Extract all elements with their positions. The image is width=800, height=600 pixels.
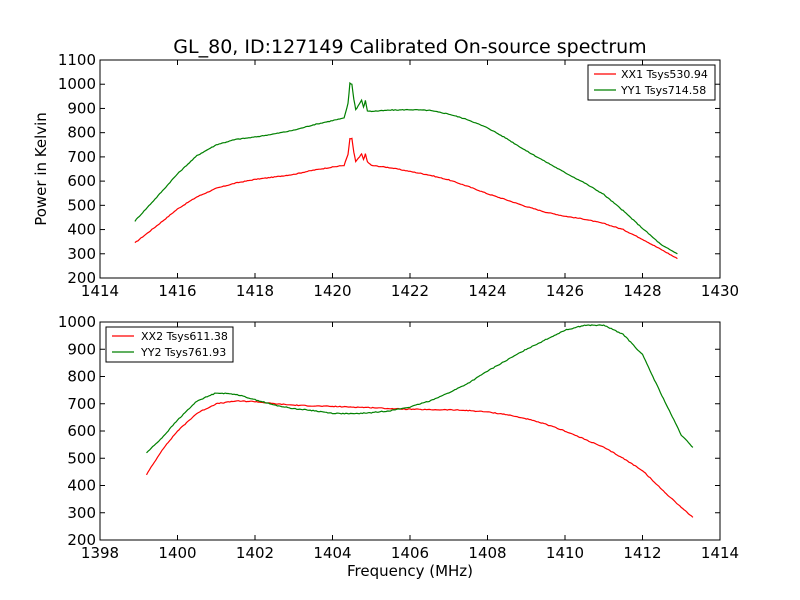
legend-label-yy2: YY2 Tsys761.93 <box>140 346 226 359</box>
top-xtick-label: 1420 <box>313 282 351 300</box>
top-ytick-label: 600 <box>67 172 96 190</box>
legend-label-xx2: XX2 Tsys611.38 <box>141 330 228 343</box>
top-ytick-label: 200 <box>67 269 96 287</box>
bottom-legend: XX2 Tsys611.38 YY2 Tsys761.93 <box>105 326 234 363</box>
bottom-xtick-label: 1414 <box>701 544 739 562</box>
top-xtick-label: 1422 <box>391 282 429 300</box>
top-xtick-label: 1428 <box>623 282 661 300</box>
bottom-ytick-label: 300 <box>67 504 96 522</box>
bottom-ytick-label: 500 <box>67 449 96 467</box>
bottom-series-line-yy <box>146 324 694 454</box>
top-panel: 1414 1416 1418 1420 1422 1424 1426 1428 1430 200 3… <box>32 51 739 300</box>
bottom-xtick-label: 1404 <box>313 544 351 562</box>
bottom-ytick-label: 700 <box>67 395 96 413</box>
bottom-xtick-label: 1412 <box>623 544 661 562</box>
bottom-xtick-label: 1408 <box>468 544 506 562</box>
top-xtick-label: 1414 <box>81 282 119 300</box>
chart-title: GL_80, ID:127149 Calibrated On-source sp… <box>173 36 646 58</box>
top-xtick-label: 1424 <box>468 282 506 300</box>
top-ytick-label: 1100 <box>58 51 96 69</box>
bottom-ytick-label: 1000 <box>58 313 96 331</box>
bottom-xtick-label: 1406 <box>391 544 429 562</box>
top-series-line-xx <box>134 137 678 260</box>
bottom-xtick-label: 1410 <box>546 544 584 562</box>
top-ytick-label: 1000 <box>58 75 96 93</box>
top-xtick-label: 1418 <box>236 282 274 300</box>
top-ytick-label: 800 <box>67 124 96 142</box>
bottom-series-line-xx <box>145 400 694 518</box>
top-series-line-yy <box>134 81 678 255</box>
top-ytick-label: 700 <box>67 148 96 166</box>
top-xtick-label: 1430 <box>701 282 739 300</box>
bottom-xtick-label: 1400 <box>158 544 196 562</box>
top-ytick-label: 500 <box>67 196 96 214</box>
top-ytick-label: 400 <box>67 221 96 239</box>
top-legend: XX1 Tsys530.94 YY1 Tsys714.58 <box>587 64 716 101</box>
top-xtick-label: 1416 <box>158 282 196 300</box>
legend-label-yy1: YY1 Tsys714.58 <box>620 84 706 97</box>
top-ylabel: Power in Kelvin <box>32 112 50 226</box>
bottom-ytick-label: 800 <box>67 368 96 386</box>
top-ytick-label: 900 <box>67 99 96 117</box>
bottom-xtick-label: 1398 <box>81 544 119 562</box>
bottom-ytick-label: 400 <box>67 477 96 495</box>
bottom-ytick-label: 200 <box>67 531 96 549</box>
top-ytick-label: 300 <box>67 245 96 263</box>
bottom-ytick-label: 600 <box>67 422 96 440</box>
bottom-xtick-label: 1402 <box>236 544 274 562</box>
bottom-ytick-label: 900 <box>67 340 96 358</box>
legend-label-xx1: XX1 Tsys530.94 <box>621 68 708 81</box>
bottom-panel: 1398 1400 1402 1404 1406 1408 1410 1412 1414 200 3… <box>58 313 739 580</box>
top-xtick-label: 1426 <box>546 282 584 300</box>
bottom-xlabel: Frequency (MHz) <box>347 562 473 580</box>
